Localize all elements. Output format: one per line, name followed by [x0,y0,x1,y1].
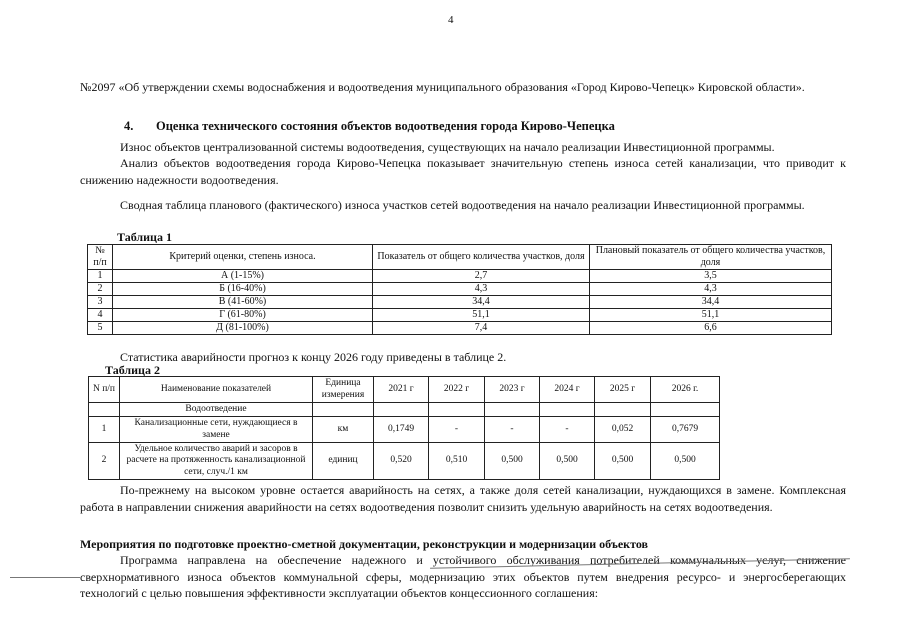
cell: Удельное количество аварий и засоров в р… [119,442,313,480]
page-number: 4 [448,14,454,26]
cell: В (41-60%) [112,295,373,309]
table2-caption: Таблица 2 [105,363,160,377]
table1-header: Показатель от общего количества участков… [372,244,590,270]
cell: 0,7679 [650,416,720,443]
table2-header: Наименование показателей [119,376,313,403]
cell: 4,3 [589,282,832,296]
table2-header: 2024 г [539,376,595,403]
table2-header: 2023 г [484,376,540,403]
cell: 6,6 [589,321,832,335]
cell: Б (16-40%) [112,282,373,296]
cell: - [539,416,595,443]
table2-header: 2022 г [428,376,485,403]
group-label: Водоотведение [119,402,313,417]
cell: 0,500 [594,442,651,480]
cell: 2 [88,442,120,480]
section-heading: Мероприятия по подготовке проектно-сметн… [80,537,649,551]
cell: 51,1 [372,308,590,322]
cell: 4 [87,308,113,322]
table1-caption: Таблица 1 [117,230,172,244]
table1-header: № п/п [87,244,113,270]
cell: км [312,416,374,443]
table2-header: 2021 г [373,376,429,403]
paragraph: Анализ объектов водоотведения города Кир… [80,156,846,187]
table-row: 1 Канализационные сети, нуждающиеся в зам… [88,416,720,443]
table2-header: N п/п [88,376,120,403]
scan-artifact-line [10,577,80,578]
section-number: 4. [124,119,134,133]
section-title: Оценка технического состояния объектов в… [156,119,615,133]
intro-paragraph: №2097 «Об утверждении схемы водоснабжени… [80,80,805,94]
cell: 2,7 [372,269,590,283]
table2: N п/п Наименование показателей Единица и… [88,376,720,480]
cell: 3,5 [589,269,832,283]
cell: 0,500 [539,442,595,480]
cell: 0,1749 [373,416,429,443]
paragraph: Сводная таблица планового (фактического)… [120,198,805,212]
cell: единиц [312,442,374,480]
table-row: 2 Удельное количество аварий и засоров в … [88,442,720,480]
cell: 1 [87,269,113,283]
paragraph: По-прежнему на высоком уровне остается а… [80,483,846,514]
cell: 34,4 [372,295,590,309]
cell: 2 [87,282,113,296]
cell: 0,520 [373,442,429,480]
cell: 0,500 [650,442,720,480]
cell: - [428,416,485,443]
cell: Канализационные сети, нуждающиеся в заме… [119,416,313,443]
table2-header: Единица измерения [312,376,374,403]
table1: № п/п Критерий оценки, степень износа. П… [87,244,832,335]
table2-header: 2025 г [594,376,651,403]
cell: 4,3 [372,282,590,296]
cell: 0,510 [428,442,485,480]
cell: 7,4 [372,321,590,335]
cell: 0,052 [594,416,651,443]
table1-header: Критерий оценки, степень износа. [112,244,373,270]
table1-header: Плановый показатель от общего количества… [589,244,832,270]
cell: А (1-15%) [112,269,373,283]
cell: 34,4 [589,295,832,309]
cell: 1 [88,416,120,443]
cell: 3 [87,295,113,309]
cell: - [484,416,540,443]
table2-header: 2026 г. [650,376,720,403]
paragraph: Износ объектов централизованной системы … [120,140,775,154]
cell: Г (61-80%) [112,308,373,322]
cell: 51,1 [589,308,832,322]
paragraph: Программа направлена на обеспечение наде… [80,553,846,600]
paragraph: Статистика аварийности прогноз к концу 2… [120,350,507,364]
cell: Д (81-100%) [112,321,373,335]
cell: 0,500 [484,442,540,480]
cell: 5 [87,321,113,335]
